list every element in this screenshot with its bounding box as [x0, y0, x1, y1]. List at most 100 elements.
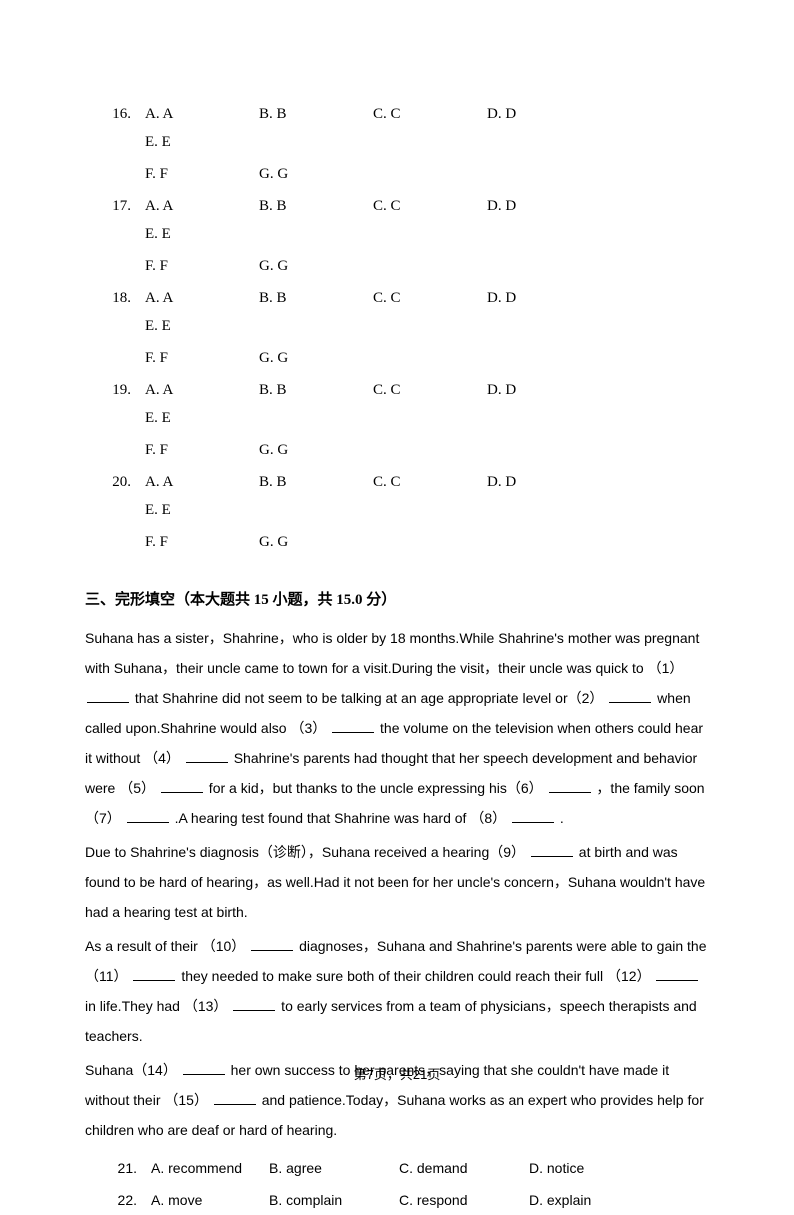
passage-text: in life.They had （13） — [85, 998, 231, 1014]
mc-option: D. notice — [529, 1153, 647, 1183]
option-item: F. F — [145, 344, 259, 372]
mc-option: B. agree — [269, 1153, 399, 1183]
question-number: 20. — [85, 468, 145, 524]
options-row: F. F G. G — [145, 252, 709, 280]
options-row: F. F G. G — [145, 160, 709, 188]
option-item: B. B — [259, 284, 373, 312]
passage-text: .A hearing test found that Shahrine was … — [171, 810, 510, 826]
mc-option: C. respond — [399, 1185, 529, 1215]
option-item: B. B — [259, 100, 373, 128]
option-item: G. G — [259, 528, 373, 556]
options-row: F. F G. G — [145, 344, 709, 372]
option-item: G. G — [259, 252, 373, 280]
blank-15 — [214, 1091, 256, 1105]
question-number: 18. — [85, 284, 145, 340]
question-16: 16. A. A B. B C. C D. D E. E F. F G. G — [85, 100, 709, 188]
option-item: G. G — [259, 436, 373, 464]
mc-questions: 21. A. recommend B. agree C. demand D. n… — [85, 1153, 709, 1215]
options-row: A. A B. B C. C D. D E. E — [145, 376, 709, 432]
blank-3 — [332, 719, 374, 733]
blank-10 — [251, 937, 293, 951]
mc-question-22: 22. A. move B. complain C. respond D. ex… — [85, 1185, 709, 1215]
options-row: F. F G. G — [145, 436, 709, 464]
option-item: E. E — [145, 496, 259, 524]
option-item: E. E — [145, 128, 259, 156]
option-item: C. C — [373, 376, 487, 404]
section-mid: 小题，共 — [269, 592, 337, 608]
mc-option: B. complain — [269, 1185, 399, 1215]
mc-option: D. explain — [529, 1185, 647, 1215]
option-item: F. F — [145, 528, 259, 556]
passage-text: for a kid，but thanks to the uncle expres… — [205, 780, 547, 796]
mc-number: 21. — [85, 1153, 151, 1183]
answer-key-section: 16. A. A B. B C. C D. D E. E F. F G. G 1… — [85, 100, 709, 556]
option-item: F. F — [145, 160, 259, 188]
option-item: C. C — [373, 468, 487, 496]
option-item: G. G — [259, 344, 373, 372]
passage-text: they needed to make sure both of their c… — [177, 968, 654, 984]
blank-7 — [127, 809, 169, 823]
section-suffix: 分） — [363, 592, 397, 608]
blank-13 — [233, 997, 275, 1011]
mc-question-21: 21. A. recommend B. agree C. demand D. n… — [85, 1153, 709, 1183]
question-number: 19. — [85, 376, 145, 432]
blank-11 — [133, 967, 175, 981]
page-footer: 第7页，共21页 — [0, 1064, 794, 1083]
question-18: 18. A. A B. B C. C D. D E. E F. F G. G — [85, 284, 709, 372]
passage-text: As a result of their （10） — [85, 938, 249, 954]
section-count: 15 — [254, 592, 269, 608]
blank-4 — [186, 749, 228, 763]
option-item: F. F — [145, 252, 259, 280]
blank-2 — [609, 689, 651, 703]
option-item: C. C — [373, 192, 487, 220]
option-item: D. D — [487, 376, 601, 404]
option-item: B. B — [259, 192, 373, 220]
question-20: 20. A. A B. B C. C D. D E. E F. F G. G — [85, 468, 709, 556]
mc-option: C. demand — [399, 1153, 529, 1183]
blank-1 — [87, 689, 129, 703]
option-item: C. C — [373, 284, 487, 312]
options-row: A. A B. B C. C D. D E. E — [145, 192, 709, 248]
mc-number: 22. — [85, 1185, 151, 1215]
option-item: A. A — [145, 100, 259, 128]
options-row: A. A B. B C. C D. D E. E — [145, 284, 709, 340]
option-item: E. E — [145, 220, 259, 248]
option-item: A. A — [145, 284, 259, 312]
blank-12 — [656, 967, 698, 981]
option-item: D. D — [487, 468, 601, 496]
options-row: F. F G. G — [145, 528, 709, 556]
option-item: E. E — [145, 404, 259, 432]
options-row: A. A B. B C. C D. D E. E — [145, 100, 709, 156]
passage-text: Due to Shahrine's diagnosis（诊断），Suhana r… — [85, 844, 529, 860]
blank-9 — [531, 843, 573, 857]
question-number: 17. — [85, 192, 145, 248]
section-points: 15.0 — [336, 592, 362, 608]
option-item: F. F — [145, 436, 259, 464]
passage-paragraph: Suhana has a sister，Shahrine，who is olde… — [85, 623, 709, 833]
option-item: E. E — [145, 312, 259, 340]
option-item: A. A — [145, 468, 259, 496]
passage-text: . — [556, 810, 564, 826]
passage-text: that Shahrine did not seem to be talking… — [131, 690, 607, 706]
question-17: 17. A. A B. B C. C D. D E. E F. F G. G — [85, 192, 709, 280]
question-19: 19. A. A B. B C. C D. D E. E F. F G. G — [85, 376, 709, 464]
option-item: A. A — [145, 192, 259, 220]
option-item: B. B — [259, 376, 373, 404]
passage-paragraph: Due to Shahrine's diagnosis（诊断），Suhana r… — [85, 837, 709, 927]
option-item: A. A — [145, 376, 259, 404]
passage-paragraph: As a result of their （10） diagnoses，Suha… — [85, 931, 709, 1051]
option-item: D. D — [487, 192, 601, 220]
blank-5 — [161, 779, 203, 793]
section-prefix: 三、完形填空（本大题共 — [85, 592, 254, 608]
option-item: D. D — [487, 284, 601, 312]
passage-text: Suhana has a sister，Shahrine，who is olde… — [85, 630, 699, 676]
mc-option: A. recommend — [151, 1153, 269, 1183]
blank-6 — [549, 779, 591, 793]
options-row: A. A B. B C. C D. D E. E — [145, 468, 709, 524]
option-item: G. G — [259, 160, 373, 188]
option-item: B. B — [259, 468, 373, 496]
question-number: 16. — [85, 100, 145, 156]
option-item: D. D — [487, 100, 601, 128]
section-header: 三、完形填空（本大题共 15 小题，共 15.0 分） — [85, 588, 709, 609]
mc-option: A. move — [151, 1185, 269, 1215]
